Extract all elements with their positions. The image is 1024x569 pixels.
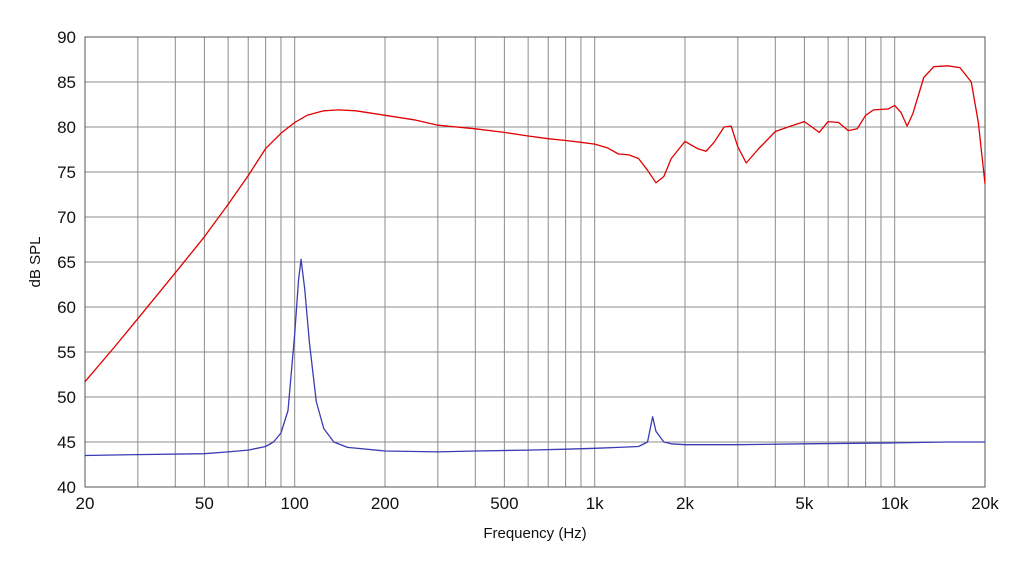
y-tick-label: 60 (57, 298, 76, 317)
y-tick-label: 90 (57, 28, 76, 47)
x-tick-label: 100 (281, 494, 309, 513)
grid (84, 36, 986, 488)
x-tick-label: 20 (76, 494, 95, 513)
y-tick-label: 70 (57, 208, 76, 227)
y-tick-label: 55 (57, 343, 76, 362)
x-tick-label: 2k (676, 494, 694, 513)
x-tick-label: 50 (195, 494, 214, 513)
y-tick-label: 75 (57, 163, 76, 182)
x-axis-label: Frequency (Hz) (483, 525, 586, 542)
plot-frame (84, 36, 986, 488)
x-tick-label: 200 (371, 494, 399, 513)
y-tick-label: 85 (57, 73, 76, 92)
y-tick-label: 40 (57, 478, 76, 497)
y-tick-label: 65 (57, 253, 76, 272)
x-tick-label: 10k (881, 494, 909, 513)
series-line-blue (84, 258, 985, 457)
x-tick-label: 1k (586, 494, 604, 513)
y-axis-label: dB SPL (27, 237, 44, 288)
x-tick-label: 5k (795, 494, 813, 513)
y-tick-label: 45 (57, 433, 76, 452)
x-tick-label: 500 (490, 494, 518, 513)
y-tick-label: 50 (57, 388, 76, 407)
series-group (84, 65, 986, 457)
series-line-red (84, 65, 986, 383)
x-tick-label: 20k (971, 494, 999, 513)
y-tick-label: 80 (57, 118, 76, 137)
tick-labels: 20 50 100 200 500 1k 2k 5k 10k 20k 40 45 50 55 60 65 70 7… (57, 28, 999, 513)
